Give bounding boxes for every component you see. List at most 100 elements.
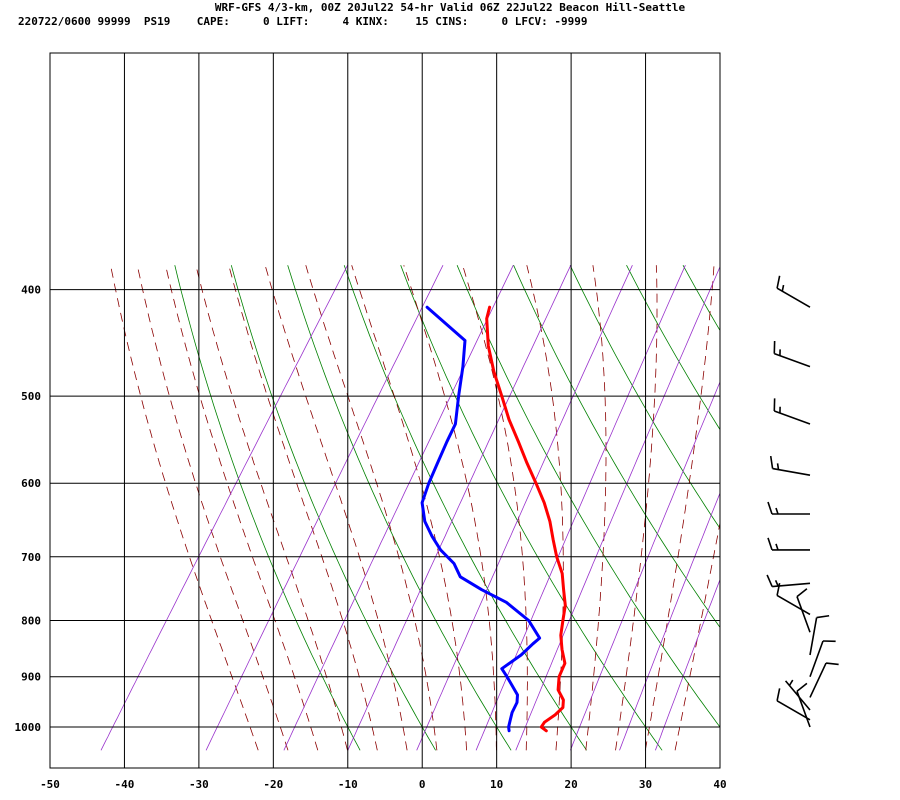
x-tick-label: 30 (639, 778, 652, 791)
y-tick-label: 400 (21, 284, 41, 297)
dry-adiabat (456, 265, 720, 728)
barb-staff (776, 700, 811, 721)
moist-adiabat (674, 520, 720, 751)
dry-adiabat (230, 265, 436, 751)
barb-staff (772, 467, 811, 476)
moist-adiabat (195, 265, 348, 751)
x-tick-labels: -50 -40 -30 -20 -10 0 10 20 30 40 (40, 778, 727, 791)
wind-barb (776, 582, 811, 616)
chart-header: WRF-GFS 4/3-km, 00Z 20Jul22 54-hr Valid … (0, 0, 900, 30)
mixing-ratio-line (100, 265, 348, 751)
barb-staff (774, 410, 811, 425)
dry-adiabat (796, 265, 900, 750)
mixing-ratio-line (283, 265, 514, 751)
barb-staff (809, 640, 824, 677)
y-tick-label: 700 (21, 551, 41, 564)
chart-title: WRF-GFS 4/3-km, 00Z 20Jul22 54-hr Valid … (214, 1, 686, 14)
x-tick-label: -50 (40, 778, 60, 791)
barb-half-flag (775, 543, 779, 551)
dry-adiabat (569, 265, 720, 530)
y-tick-label: 900 (21, 671, 41, 684)
dry-adiabat (626, 265, 720, 431)
wind-barb (776, 688, 811, 721)
y-tick-label: 1000 (15, 721, 42, 734)
x-tick-label: -20 (263, 778, 283, 791)
mixing-ratio-line (655, 578, 720, 751)
y-tick-label: 500 (21, 390, 41, 403)
moist-adiabat (110, 265, 259, 751)
dry-adiabat (852, 265, 900, 750)
plot-frame (49, 52, 721, 769)
wind-barb (809, 662, 839, 698)
barb-staff (776, 287, 811, 308)
moist-adiabat (228, 265, 378, 751)
mixing-ratio-line (570, 380, 720, 751)
chart-grid (50, 53, 720, 768)
moist-adiabat (264, 265, 408, 751)
barb-flag (796, 682, 808, 692)
temperature-line (485, 305, 567, 733)
barb-flag (796, 588, 808, 598)
mixing-ratio-line (416, 265, 633, 751)
x-tick-label: 0 (419, 778, 426, 791)
wind-barb (766, 574, 811, 588)
dry-adiabat (287, 265, 512, 751)
barb-staff (796, 691, 811, 728)
moist-adiabat (305, 265, 438, 751)
barb-flag (825, 662, 839, 666)
wind-barb (776, 275, 811, 308)
dry-adiabat (400, 265, 663, 751)
background-lines (100, 265, 900, 751)
dewpoint-line (420, 305, 542, 733)
wind-barb (773, 398, 811, 425)
moist-adiabat (136, 265, 289, 751)
wind-barb (809, 640, 836, 677)
moist-adiabat (585, 265, 607, 751)
wind-barb (773, 340, 811, 368)
barb-staff (776, 594, 811, 616)
wind-barb (809, 614, 830, 656)
barb-half-flag (775, 507, 779, 515)
wind-barb (796, 588, 811, 633)
x-tick-label: -40 (115, 778, 135, 791)
barb-flag (766, 574, 773, 587)
barb-staff (774, 352, 811, 368)
y-tick-label: 800 (21, 614, 41, 627)
barb-half-flag (776, 463, 780, 470)
barb-flag (816, 614, 830, 619)
moist-adiabat (644, 265, 715, 751)
moist-adiabat (403, 265, 497, 751)
mixing-ratio-line (619, 492, 720, 751)
barb-half-flag (788, 679, 794, 686)
moist-adiabat (351, 265, 467, 751)
dry-adiabat (174, 265, 361, 751)
barb-staff (809, 662, 827, 698)
x-tick-label: 40 (713, 778, 726, 791)
x-tick-label: 10 (490, 778, 503, 791)
wind-barb (767, 501, 810, 515)
dry-adiabat (343, 265, 587, 751)
mixing-ratio-line (515, 265, 720, 751)
barb-flag (767, 501, 773, 515)
moist-adiabat (615, 265, 658, 751)
mixing-ratio-line (475, 265, 686, 751)
x-tick-label: -10 (338, 778, 358, 791)
moist-adiabat (526, 265, 564, 751)
moist-adiabat (165, 265, 319, 751)
wind-barb (767, 537, 810, 551)
barb-flag (767, 537, 773, 551)
barb-flag (776, 582, 781, 596)
wind-barb (769, 455, 811, 476)
x-tick-label: -30 (189, 778, 209, 791)
dry-adiabat (682, 265, 720, 332)
barb-flag (769, 455, 774, 469)
barb-staff (796, 596, 811, 633)
barb-flag (776, 275, 781, 289)
y-tick-label: 600 (21, 477, 41, 490)
barb-flag (776, 688, 781, 701)
x-tick-label: 20 (564, 778, 577, 791)
wind-barb (796, 682, 811, 728)
barb-half-flag (781, 284, 785, 292)
dry-adiabat (513, 265, 720, 629)
